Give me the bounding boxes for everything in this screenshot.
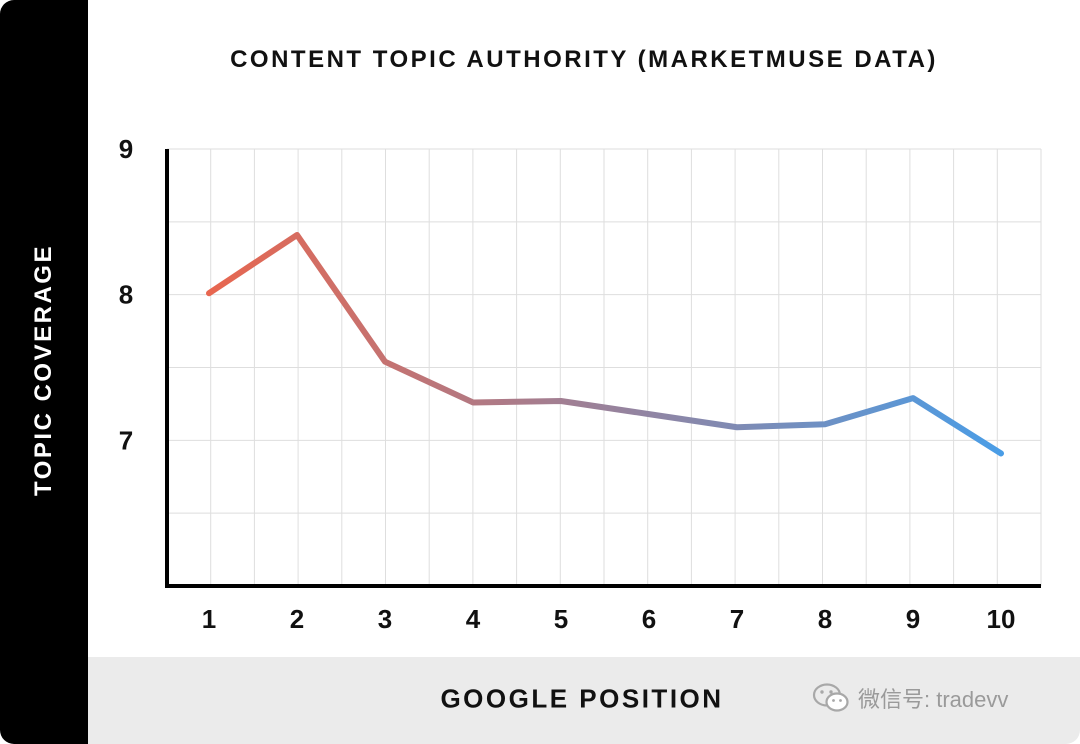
x-axis-label: GOOGLE POSITION: [440, 683, 724, 714]
y-tick-label: 9: [119, 134, 133, 164]
x-tick-label: 1: [202, 604, 216, 634]
series-group: [206, 231, 1004, 457]
chart-title: CONTENT TOPIC AUTHORITY (MARKETMUSE DATA…: [230, 46, 938, 73]
y-tick-label: 7: [119, 425, 133, 455]
x-tick-labels: 1 2 3 4 5 6 7 8 9 10: [202, 604, 1016, 634]
wechat-icon: [812, 683, 849, 712]
x-tick-label: 6: [642, 604, 656, 634]
grid: [167, 148, 1042, 586]
y-tick-label: 8: [119, 280, 133, 310]
x-tick-label: 4: [466, 604, 481, 634]
x-axis-band: [88, 657, 1080, 744]
x-tick-label: 2: [290, 604, 304, 634]
x-tick-label: 10: [987, 604, 1016, 634]
x-tick-label: 7: [730, 604, 744, 634]
x-tick-label: 5: [554, 604, 568, 634]
watermark-text: 微信号: tradevv: [858, 687, 1009, 712]
x-tick-label: 3: [378, 604, 392, 634]
watermark: 微信号: tradevv: [812, 678, 1008, 718]
y-tick-labels: 9 8 7: [119, 134, 133, 455]
axes: [165, 149, 1041, 588]
x-tick-label: 8: [818, 604, 832, 634]
y-axis-band: TOPIC COVERAGE: [0, 0, 88, 744]
series-line: [206, 231, 1004, 457]
x-tick-label: 9: [906, 604, 920, 634]
